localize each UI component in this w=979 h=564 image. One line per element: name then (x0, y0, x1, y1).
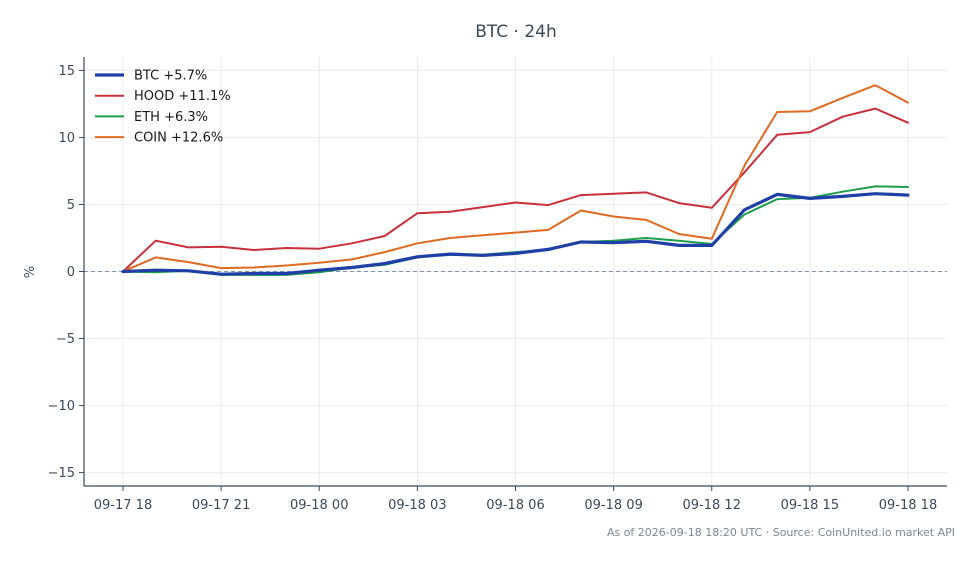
x-tick-label: 09-18 12 (683, 498, 741, 513)
chart-title: BTC · 24h (475, 22, 557, 42)
y-tick-label: 5 (67, 198, 75, 213)
legend-label: HOOD +11.1% (134, 89, 231, 104)
grid (84, 57, 947, 486)
legend-label: COIN +12.6% (134, 131, 223, 146)
x-tick-label: 09-18 03 (388, 498, 446, 513)
y-tick-label: −5 (56, 332, 75, 347)
y-axis-label: % (23, 266, 38, 278)
legend-label: ETH +6.3% (134, 110, 208, 125)
x-tick-label: 09-18 18 (879, 498, 937, 513)
y-tick-label: −10 (48, 399, 75, 414)
y-tick-label: 0 (67, 265, 75, 280)
y-axis-ticks: 15 10 5 0 −5 −10 −15 (48, 64, 84, 481)
series-line-1 (122, 107, 909, 273)
series-line-0 (121, 192, 910, 276)
source-footer: As of 2026-09-18 18:20 UTC · Source: Coi… (606, 526, 955, 539)
x-tick-label: 09-17 21 (192, 498, 250, 513)
y-tick-label: 10 (58, 131, 75, 146)
legend: BTC +5.7% HOOD +11.1% ETH +6.3% COIN +12.6% (95, 69, 231, 146)
legend-label: BTC +5.7% (134, 69, 207, 84)
x-tick-label: 09-18 06 (486, 498, 544, 513)
x-tick-label: 09-18 09 (584, 498, 642, 513)
y-tick-label: −15 (48, 466, 75, 481)
series-line-3 (122, 84, 909, 273)
y-tick-label: 15 (58, 64, 75, 79)
series-lines (121, 84, 910, 276)
x-tick-label: 09-17 18 (94, 498, 152, 513)
x-axis-ticks: 09-17 18 09-17 21 09-18 00 09-18 03 09-18 06… (94, 486, 937, 513)
x-tick-label: 09-18 00 (290, 498, 348, 513)
x-tick-label: 09-18 15 (781, 498, 839, 513)
